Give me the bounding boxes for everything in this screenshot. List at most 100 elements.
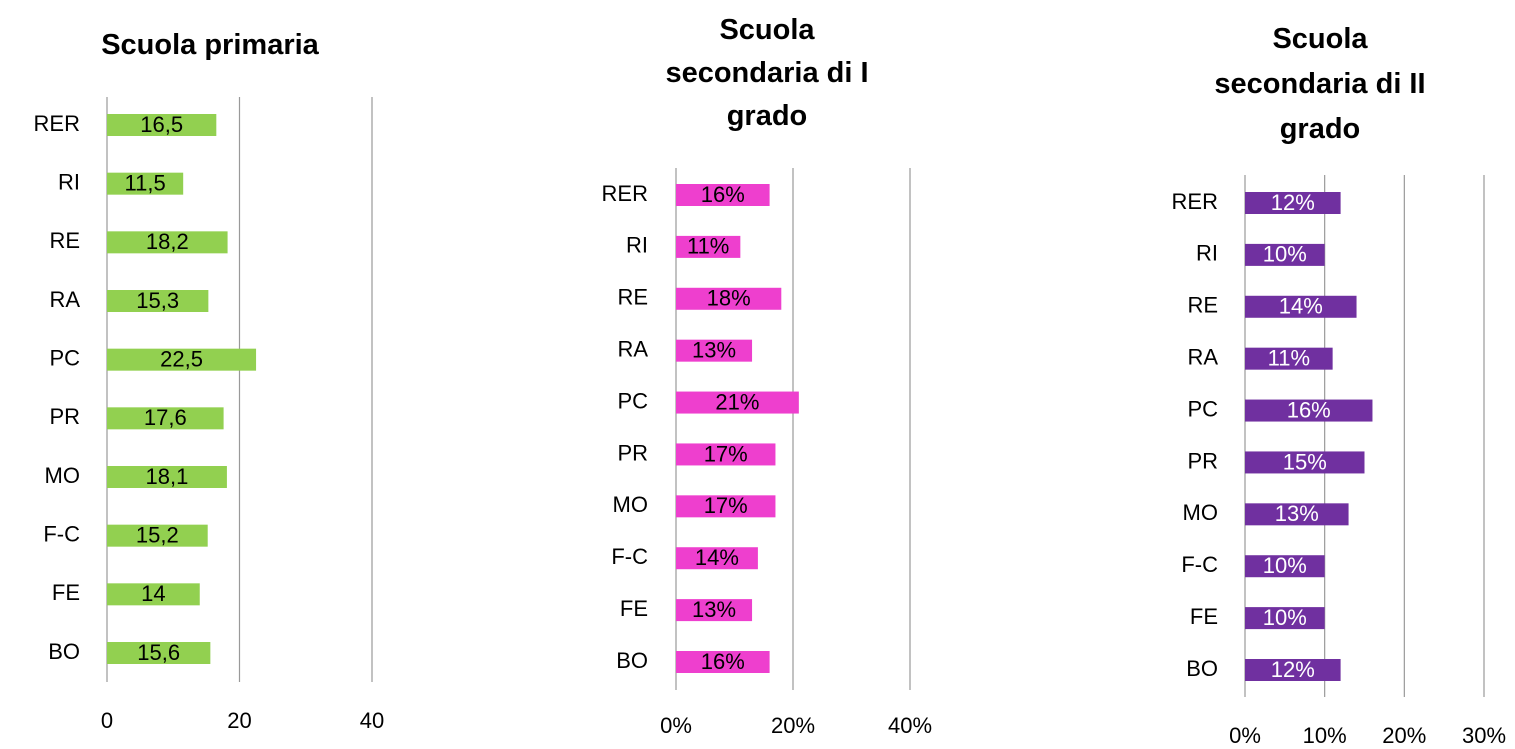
category-label: RE <box>49 228 80 253</box>
bar <box>676 184 770 206</box>
bar <box>1245 347 1333 370</box>
bar <box>1245 607 1325 630</box>
chart-title: Scuola primaria <box>101 29 319 61</box>
bar <box>676 599 753 622</box>
chart-title: Scuola secondaria di I grado <box>665 14 869 132</box>
category-label: RE <box>1187 293 1218 318</box>
value-label: 14% <box>1279 294 1323 319</box>
category-label: BO <box>616 648 648 673</box>
bar <box>676 287 782 310</box>
category-label: F-C <box>43 521 80 546</box>
value-label: 10% <box>1263 605 1307 630</box>
value-label: 18% <box>707 286 751 311</box>
category-label: RI <box>58 169 80 194</box>
value-label: 13% <box>692 337 736 362</box>
value-label: 12% <box>1271 190 1315 215</box>
category-label: MO <box>45 463 80 488</box>
bar <box>107 466 227 488</box>
category-label: MO <box>1183 500 1218 525</box>
value-label: 14 <box>141 581 165 606</box>
bar <box>676 339 753 362</box>
value-label: 16,5 <box>140 112 183 137</box>
category-label: RA <box>617 336 648 361</box>
value-label: 15% <box>1283 449 1327 474</box>
x-tick-label: 30% <box>1462 723 1506 748</box>
value-label: 18,2 <box>146 229 189 254</box>
category-label: PR <box>617 440 648 465</box>
category-label: FE <box>1190 604 1218 629</box>
category-label: PC <box>617 388 648 413</box>
value-label: 10% <box>1263 553 1307 578</box>
category-label: F-C <box>611 544 648 569</box>
bar <box>1245 192 1341 214</box>
bar <box>1245 555 1325 578</box>
category-label: RI <box>1196 241 1218 266</box>
value-label: 16% <box>1287 397 1331 422</box>
x-tick-label: 20% <box>1382 723 1426 748</box>
value-label: 21% <box>715 389 759 414</box>
value-label: 10% <box>1263 242 1307 267</box>
category-label: RA <box>49 287 80 312</box>
bar <box>107 348 257 371</box>
x-tick-label: 20 <box>227 708 251 733</box>
bar <box>676 235 741 258</box>
category-label: RER <box>602 181 648 206</box>
value-label: 13% <box>1275 501 1319 526</box>
category-label: RI <box>626 233 648 258</box>
bar <box>107 583 200 606</box>
category-label: BO <box>1186 656 1218 681</box>
value-label: 11% <box>1268 345 1310 370</box>
value-label: 11% <box>687 234 729 259</box>
chart-title: Scuola secondaria di II grado <box>1214 23 1426 145</box>
bar <box>676 495 776 518</box>
bar <box>107 172 184 195</box>
value-label: 18,1 <box>146 464 189 489</box>
value-label: 15,3 <box>136 288 179 313</box>
category-label: PC <box>49 345 80 370</box>
bar <box>1245 243 1325 266</box>
value-label: 16% <box>701 649 745 674</box>
category-label: PR <box>49 404 80 429</box>
category-label: F-C <box>1181 552 1218 577</box>
value-label: 17% <box>704 493 748 518</box>
value-label: 22,5 <box>160 346 203 371</box>
x-tick-label: 0% <box>660 713 692 738</box>
x-tick-label: 10% <box>1303 723 1347 748</box>
category-label: RA <box>1187 344 1218 369</box>
bar <box>676 443 776 466</box>
value-label: 17,6 <box>144 405 187 430</box>
category-label: PR <box>1187 448 1218 473</box>
category-label: FE <box>52 580 80 605</box>
value-label: 15,2 <box>136 522 179 547</box>
bar <box>107 642 211 664</box>
x-tick-label: 40% <box>888 713 932 738</box>
bar <box>107 524 208 547</box>
bar <box>107 290 209 312</box>
bar <box>676 651 770 673</box>
x-tick-label: 0 <box>101 708 113 733</box>
x-tick-label: 0% <box>1229 723 1261 748</box>
bar <box>676 391 799 414</box>
value-label: 16% <box>701 182 745 207</box>
bar <box>107 114 217 136</box>
bar <box>1245 659 1341 681</box>
category-label: FE <box>620 596 648 621</box>
value-label: 11,5 <box>125 170 166 195</box>
value-label: 17% <box>704 441 748 466</box>
category-label: RE <box>617 285 648 310</box>
bar <box>1245 399 1373 422</box>
bar <box>1245 503 1349 526</box>
category-label: PC <box>1187 396 1218 421</box>
category-label: MO <box>613 492 648 517</box>
category-label: RER <box>1172 189 1218 214</box>
value-label: 15,6 <box>137 640 180 665</box>
bar <box>1245 451 1365 474</box>
bar <box>107 231 228 254</box>
category-label: RER <box>34 111 80 136</box>
value-label: 13% <box>692 597 736 622</box>
x-tick-label: 40 <box>360 708 384 733</box>
bar <box>1245 295 1357 318</box>
x-tick-label: 20% <box>771 713 815 738</box>
